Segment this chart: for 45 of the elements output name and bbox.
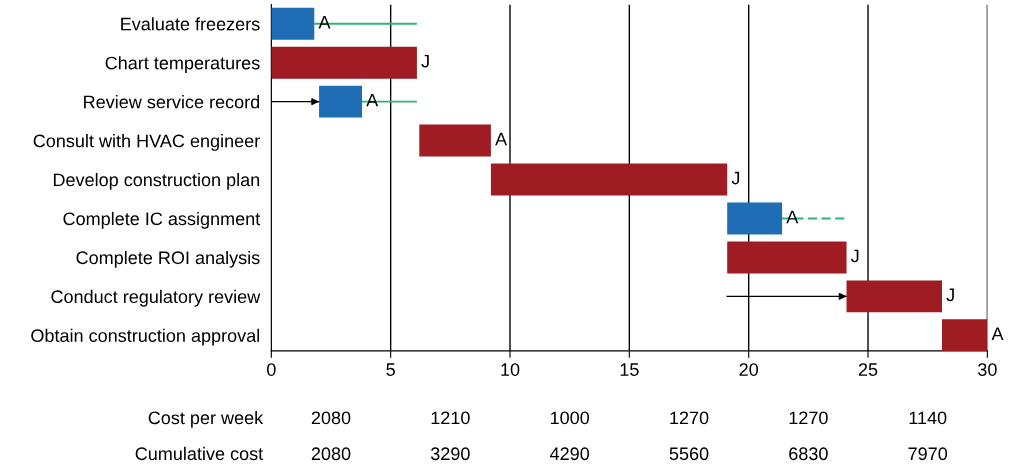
text: 2080 [311,411,351,425]
y-tick-label: Review service record [84,95,260,109]
bar [846,280,943,313]
y-tick-label: Obtain construction approval [31,328,260,346]
bar [319,85,363,118]
text: 4290 [550,447,590,461]
x-tick-label: 5 [386,363,395,376]
text: 6830 [789,447,828,461]
y-tick-label: Evaluate freezers [121,17,260,31]
y-tick-label: Complete IC assignment [63,211,261,229]
text: 1140 [909,411,947,425]
data-label: J [946,288,954,302]
x-tick-label: 20 [739,363,759,376]
data-label: J [731,171,740,185]
data-label: J [850,249,859,263]
bar [271,7,315,40]
data-label: J [421,54,429,68]
bar [727,241,847,274]
bar [271,46,417,79]
y-tick-label: Consult with HVAC engineer [33,134,260,151]
text: 7970 [908,447,948,461]
y-tick-label: Chart temperatures [105,56,260,73]
text: 2080 [311,447,351,461]
text: 1000 [550,411,590,425]
text: 1210 [431,411,470,425]
x-tick-label: 0 [267,363,276,376]
bar [727,202,783,235]
bar [419,124,491,157]
y-tick-label: Develop construction plan [53,172,260,190]
y-tick-label: Conduct regulatory review [51,289,261,307]
text: 1270 [789,411,828,425]
text: 5560 [669,447,709,461]
x-tick-label: 15 [620,363,639,376]
data-label: A [495,132,508,146]
text: Cost per week [148,410,264,428]
data-label: A [991,327,1004,340]
bar [942,319,988,351]
text: 1270 [670,411,709,425]
x-tick-label: 10 [501,363,520,376]
x-tick-label: 25 [858,363,878,376]
y-tick-label: Complete ROI analysis [76,250,260,268]
text: Cumulative cost [135,446,264,461]
text: 3290 [430,447,470,461]
bar [490,163,728,196]
x-tick-label: 30 [978,363,997,376]
